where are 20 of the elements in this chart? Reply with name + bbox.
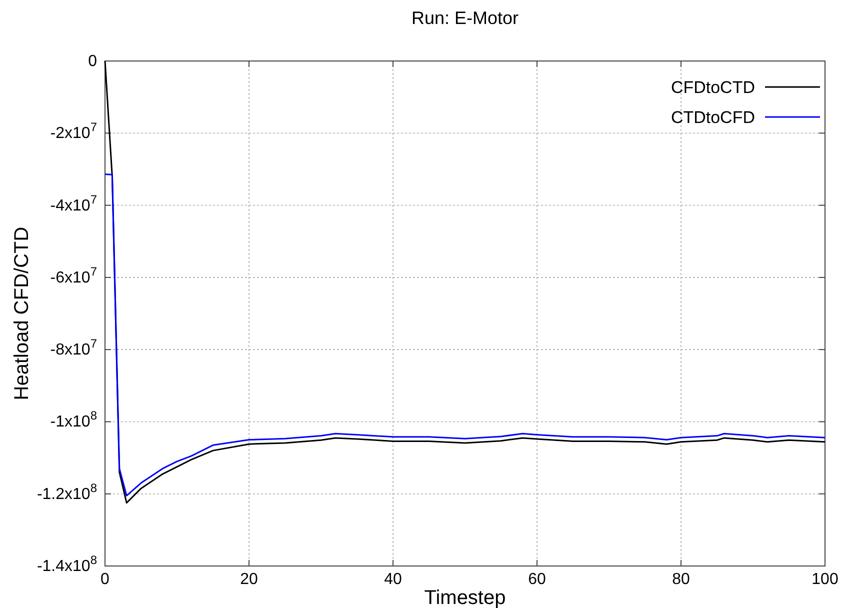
y-tick-label: -1.4x10$^{8}$ — [36, 553, 98, 575]
chart-title: Run: E-Motor — [411, 8, 519, 28]
x-tick-label: 100 — [812, 571, 838, 588]
y-tick-label: -4x10$^{7}$ — [50, 192, 98, 214]
line-series — [104, 174, 826, 496]
y-tick-label: -1x10$^{8}$ — [50, 408, 98, 431]
x-tick-label: 40 — [384, 571, 402, 588]
y-tick-label: -8x10$^{7}$ — [50, 336, 98, 359]
legend-label: CTDtoCFD — [670, 108, 755, 127]
y-axis-title: Heatload CFD/CTD — [11, 226, 33, 400]
x-tick-label: 20 — [240, 571, 258, 588]
y-tick-label: -6x10$^{7}$ — [50, 264, 98, 286]
legend-label: CFDtoCTD — [670, 78, 755, 97]
x-tick-label: 60 — [528, 571, 546, 588]
y-tick-label: -1.2x10$^{8}$ — [36, 480, 98, 503]
x-tick-label: 0 — [100, 571, 110, 588]
x-tick-label: 80 — [672, 571, 690, 588]
y-tick-label: -2x10$^{7}$ — [50, 120, 98, 142]
y-tick-label: 0 — [88, 53, 98, 70]
x-axis-title: Timestep — [424, 587, 506, 608]
